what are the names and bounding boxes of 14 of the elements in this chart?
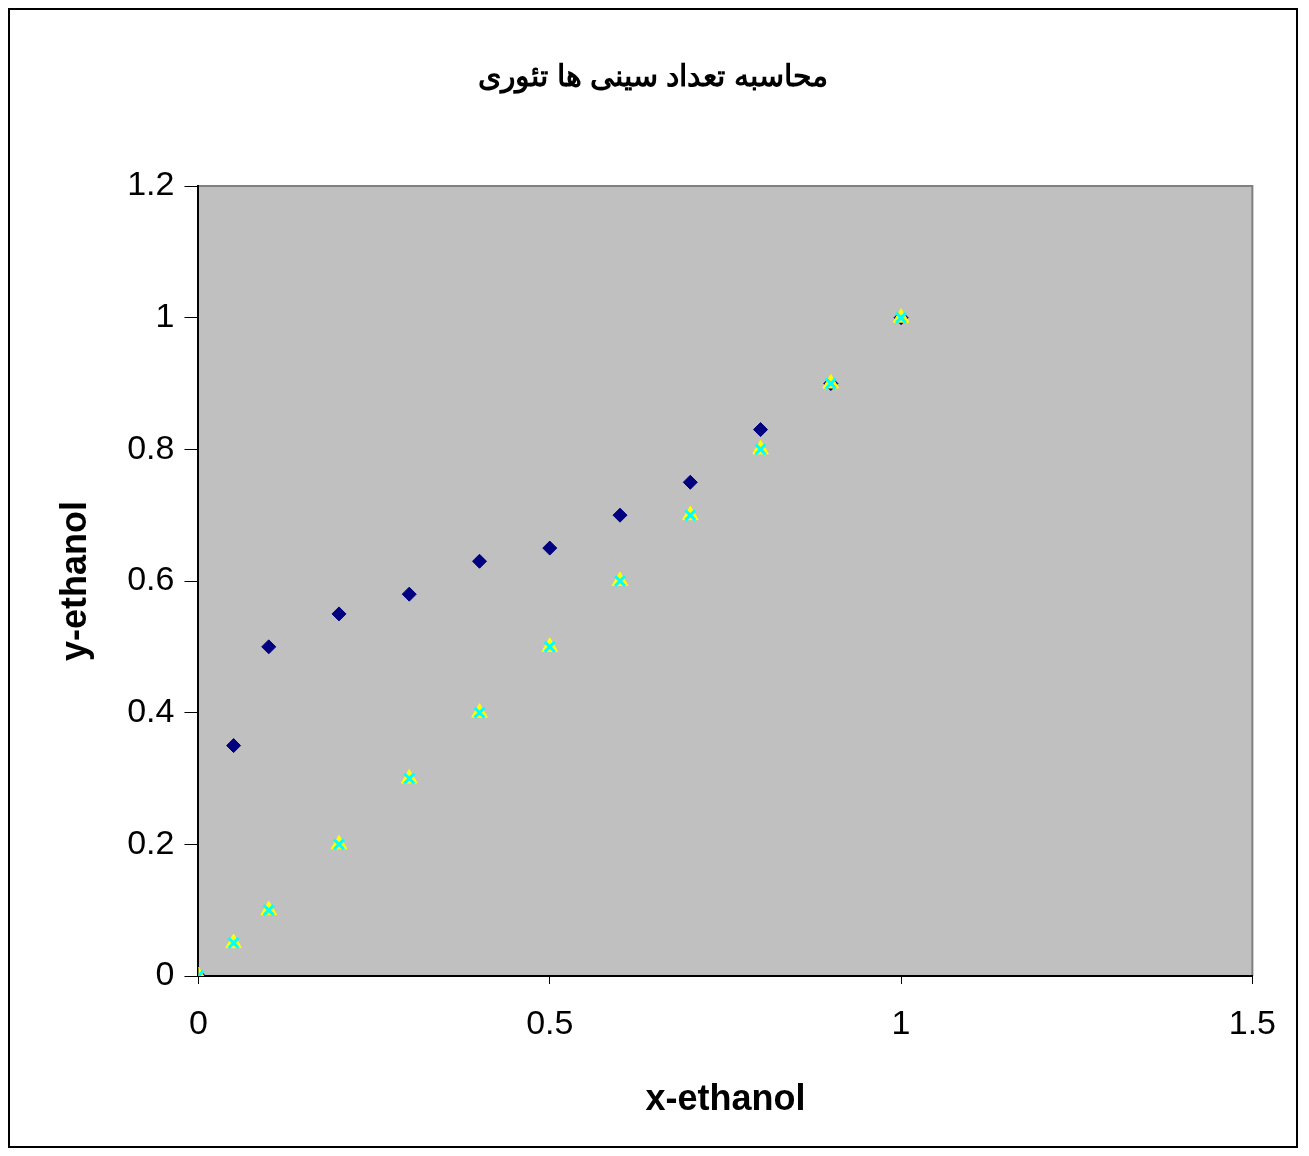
- y-axis-title: y-ethanol: [52, 500, 94, 662]
- y-tick-label: 0.2: [127, 822, 175, 861]
- x-tick-label: 0.5: [526, 1002, 574, 1041]
- y-tick-label: 0.6: [127, 559, 175, 598]
- x-axis-title: x-ethanol: [645, 1077, 806, 1119]
- x-tick-label: 0: [189, 1002, 208, 1041]
- y-tick-label: 0.4: [127, 691, 175, 730]
- x-tick-label: 1.5: [1228, 1002, 1276, 1041]
- chart-title: محاسبه تعداد سینی ها تئوری: [478, 59, 828, 95]
- x-tick-label: 1: [891, 1002, 911, 1041]
- y-tick-label: 0.8: [127, 427, 175, 466]
- y-tick-label: 0: [155, 954, 175, 993]
- y-tick-label: 1.2: [127, 164, 175, 203]
- y-tick-label: 1: [155, 296, 175, 335]
